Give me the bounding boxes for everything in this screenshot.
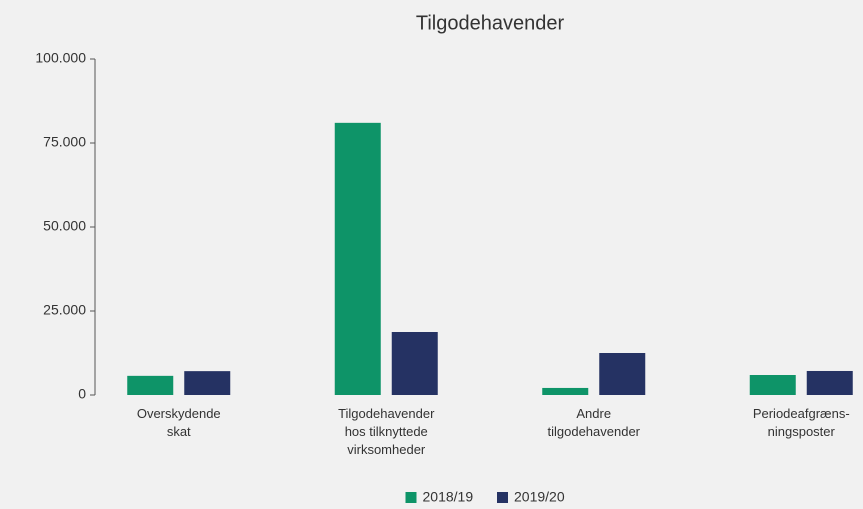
y-tick-label: 75.000 [43,134,86,150]
legend-swatch [497,492,508,503]
bar [184,371,231,395]
bar [599,353,646,395]
bar [542,387,589,395]
x-tick-label: Tilgodehavender hos tilknyttede virksomh… [338,406,435,457]
x-tick-label: Overskydende skat [136,406,221,439]
bar [806,370,853,395]
y-tick-label: 100.000 [35,50,86,66]
bar [749,375,796,395]
bar [127,375,174,395]
x-tick-label: Andre tilgodehavender [547,406,641,439]
legend-swatch [405,492,417,503]
chart-title: Tilgodehavender [416,12,565,34]
y-tick-label: 25.000 [43,302,86,318]
legend-label: 2018/19 [423,489,474,505]
bar [334,122,381,395]
legend-label: 2019/20 [514,489,565,505]
x-tick-label: Periodeafgræns- ningsposter [752,406,850,439]
bar [391,332,438,395]
y-tick-label: 0 [78,386,86,402]
y-tick-label: 50.000 [43,218,86,234]
